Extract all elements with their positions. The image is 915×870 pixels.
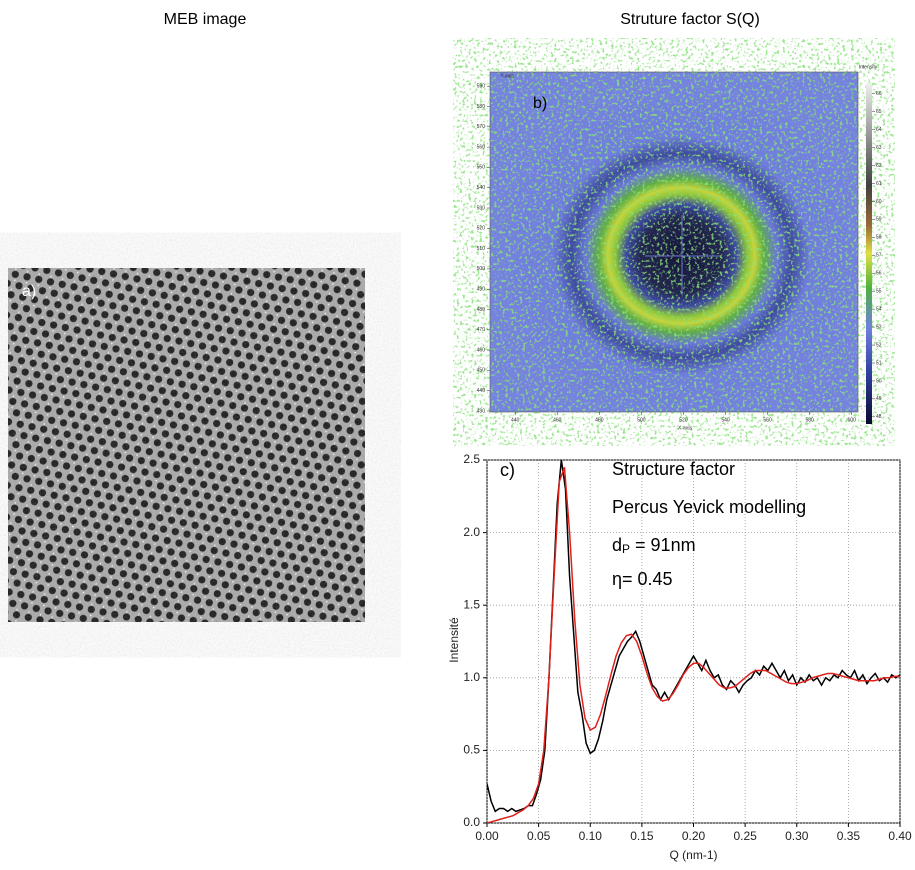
x-axis-label: X-axis [678,425,692,431]
annotation: Percus Yevick modelling [612,497,806,517]
x-tick-label: 600 [848,417,857,423]
colorbar-tick-label: 50 [876,378,882,384]
y-axis-label: Intensité [447,617,461,663]
colorbar-tick-label: 56 [876,271,882,277]
panel-title: MEB image [164,11,247,28]
x-tick-label: 0.00 [475,829,499,843]
y-tick-label: 0.0 [463,815,480,829]
plot-area [487,460,900,823]
y-tick-label: 1.0 [463,670,480,684]
y-tick-label: 430 [477,408,486,414]
x-tick-label: 480 [595,417,604,423]
x-tick-label: 580 [805,417,814,423]
y-tick-label: 460 [477,347,486,353]
colorbar-tick-label: 54 [876,306,882,312]
y-axis-label: Y-axis [500,73,514,79]
y-tick-label: 480 [477,307,486,313]
x-tick-label: 540 [721,417,730,423]
y-tick-label: 2.5 [463,452,480,466]
y-tick-label: 560 [477,144,486,150]
colorbar-tick-label: 53 [876,324,882,330]
colorbar-tick-label: 52 [876,342,882,348]
x-tick-label: 0.40 [888,829,912,843]
colorbar-tick-label: 49 [876,396,882,402]
x-tick-label: 0.25 [733,829,757,843]
y-tick-label: 500 [477,266,486,272]
panel-label: c) [500,460,515,480]
heatmap-frame [489,71,859,413]
y-tick-label: 440 [477,388,486,394]
y-tick-label: 0.5 [463,743,480,757]
heatmap-speckle [490,72,858,412]
y-tick-label: 1.5 [463,597,480,611]
x-tick-label: 560 [763,417,772,423]
y-tick-label: 550 [477,165,486,171]
annotation-text: = 91nm [630,535,696,555]
colorbar-tick-label: 63 [876,145,882,151]
x-tick-label: 0.10 [579,829,603,843]
colorbar-tick-label: 61 [876,181,882,187]
y-tick-label: 580 [477,104,486,110]
y-tick-label: 590 [477,84,486,90]
x-tick-label: 500 [637,417,646,423]
colorbar-tick-label: 48 [876,414,882,420]
panel-title: Struture factor S(Q) [620,11,760,28]
x-tick-label: 0.30 [785,829,809,843]
colorbar-tick-label: 57 [876,253,882,259]
y-tick-label: 510 [477,246,486,252]
y-tick-label: 570 [477,124,486,130]
annotation-subscript: P [622,542,630,556]
annotation-symbol: d [612,535,622,555]
x-tick-label: 0.35 [837,829,861,843]
annotation: Structure factor [612,459,735,479]
x-tick-label: 0.15 [630,829,654,843]
x-tick-label: 0.05 [527,829,551,843]
colorbar-tick-label: 66 [876,91,882,97]
colorbar-tick-label: 64 [876,127,882,133]
colorbar [866,83,872,424]
y-tick-label: 490 [477,287,486,293]
colorbar-tick-label: 65 [876,109,882,115]
panel-label: b) [533,95,547,112]
x-tick-label: 440 [511,417,520,423]
x-tick-label: 460 [553,417,562,423]
x-tick-label: 520 [679,417,688,423]
y-tick-label: 450 [477,368,486,374]
panel-label: a) [22,283,36,300]
colorbar-tick-label: 51 [876,360,882,366]
colorbar-tick-label: 62 [876,163,882,169]
annotation: dP = 91nm [612,535,696,556]
colorbar-label: Intensity [859,64,878,70]
x-axis-label: Q (nm-1) [670,848,718,862]
colorbar-tick-label: 58 [876,235,882,241]
annotation: η= 0.45 [612,569,673,589]
colorbar-tick-label: 59 [876,217,882,223]
y-tick-label: 470 [477,327,486,333]
colorbar-tick-label: 55 [876,289,882,295]
colorbar-tick-label: 60 [876,199,882,205]
y-tick-label: 540 [477,185,486,191]
y-tick-label: 530 [477,205,486,211]
series-line [487,467,900,823]
y-tick-label: 520 [477,226,486,232]
x-tick-label: 0.20 [682,829,706,843]
sem-grain [8,268,365,622]
y-tick-label: 2.0 [463,525,480,539]
